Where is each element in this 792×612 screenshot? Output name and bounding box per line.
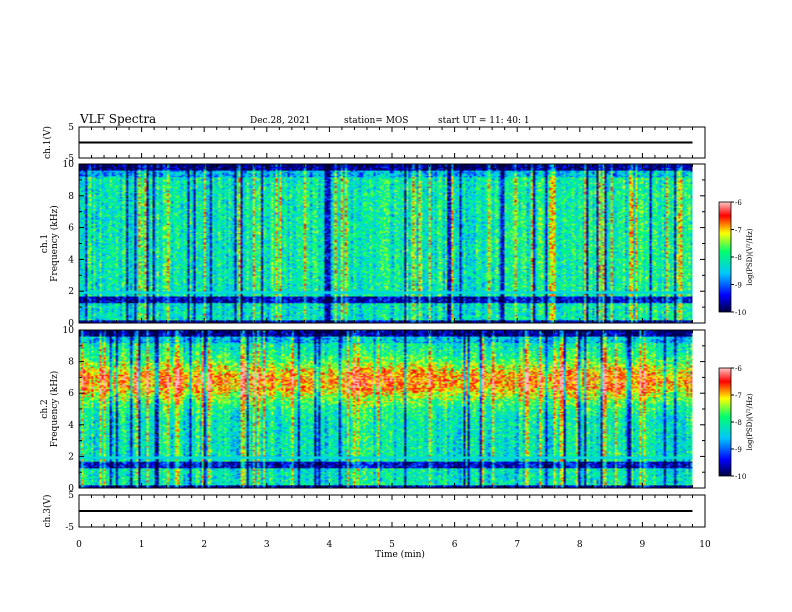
y-tick-label: 8: [68, 192, 74, 202]
y-axis-label: ch.1(V): [42, 126, 53, 159]
ch2-colorbar-image: [719, 368, 731, 476]
y-axis-label: ch.3(V): [42, 495, 53, 528]
y-tick-label: 5: [68, 491, 74, 501]
y-axis-label: ch.1: [40, 234, 50, 253]
y-axis-label: Frequency (kHz): [49, 371, 60, 448]
x-axis-label: Time (min): [375, 549, 425, 560]
y-tick-label: 8: [68, 358, 74, 368]
y-tick-label: -5: [65, 154, 74, 164]
y-axis-label: Frequency (kHz): [49, 205, 60, 282]
x-tick-label: 6: [452, 540, 458, 550]
header-station: station= MOS: [344, 116, 408, 126]
ch1-spectrogram-panel: 0 2 4 6 8 10 ch.1 Frequency (kHz): [40, 160, 706, 329]
colorbar-tick-label: -9: [735, 446, 742, 454]
y-tick-label: 4: [68, 255, 74, 265]
x-tick-label: 9: [640, 540, 646, 550]
ch1-spectrogram-image: [79, 164, 693, 323]
colorbar-tick-label: -9: [735, 282, 742, 290]
y-tick-label: 6: [68, 389, 74, 399]
x-tick-label: 4: [327, 540, 333, 550]
x-tick-label: 7: [514, 540, 520, 550]
y-tick-label: 6: [68, 224, 74, 234]
time-axis: 0 1 2 3 4 5 6 7 8 9 10: [76, 540, 711, 550]
y-tick-label: 0: [68, 319, 74, 329]
x-tick-label: 5: [389, 540, 395, 550]
y-tick-label: 5: [68, 123, 74, 133]
colorbar-tick-label: -7: [735, 392, 742, 400]
y-axis-label: ch.2: [40, 399, 50, 418]
x-tick-label: 8: [577, 540, 583, 550]
ch2-spectrogram-image: [79, 330, 693, 488]
ch2-spectrogram-panel: 0 2 4 6 8 10 ch.2 Frequency (kHz): [40, 326, 706, 494]
y-tick-label: 4: [68, 421, 74, 431]
colorbar-tick-label: -8: [735, 419, 742, 427]
colorbar-label: log(PSD)(V²/Hz): [746, 228, 754, 285]
colorbar-tick-label: -6: [735, 199, 742, 207]
x-tick-label: 2: [201, 540, 207, 550]
y-tick-label: 2: [68, 452, 74, 462]
figure-title: VLF Spectra: [79, 112, 156, 126]
ch1-colorbar-image: [719, 202, 731, 312]
ch1-voltage-panel: 5 -5 ch.1(V): [42, 123, 706, 164]
x-tick-label: 3: [264, 540, 270, 550]
y-tick-label: 10: [63, 160, 75, 170]
header-date: Dec.28, 2021: [250, 116, 311, 126]
colorbar-tick-label: -6: [735, 365, 742, 373]
header-start-ut: start UT = 11: 40: 1: [438, 116, 530, 126]
x-tick-label: 0: [76, 540, 82, 550]
colorbar-tick-label: -10: [735, 473, 746, 481]
y-tick-label: 0: [68, 484, 74, 494]
ch3-voltage-panel: 5 -5 ch.3(V): [42, 491, 706, 533]
y-tick-label: 2: [68, 287, 74, 297]
y-tick-label: 10: [63, 326, 75, 336]
x-tick-label: 10: [699, 540, 711, 550]
x-tick-label: 1: [139, 540, 145, 550]
colorbar-tick-label: -8: [735, 254, 742, 262]
ch1-colorbar: -6 -7 -8 -9 -10 log(PSD)(V²/Hz): [718, 199, 754, 317]
ch2-colorbar: -6 -7 -8 -9 -10 log(PSD)(V²/Hz): [718, 365, 754, 481]
colorbar-tick-label: -10: [735, 309, 746, 317]
colorbar-label: log(PSD)(V²/Hz): [746, 393, 754, 450]
colorbar-tick-label: -7: [735, 227, 742, 235]
y-tick-label: -5: [65, 523, 74, 533]
